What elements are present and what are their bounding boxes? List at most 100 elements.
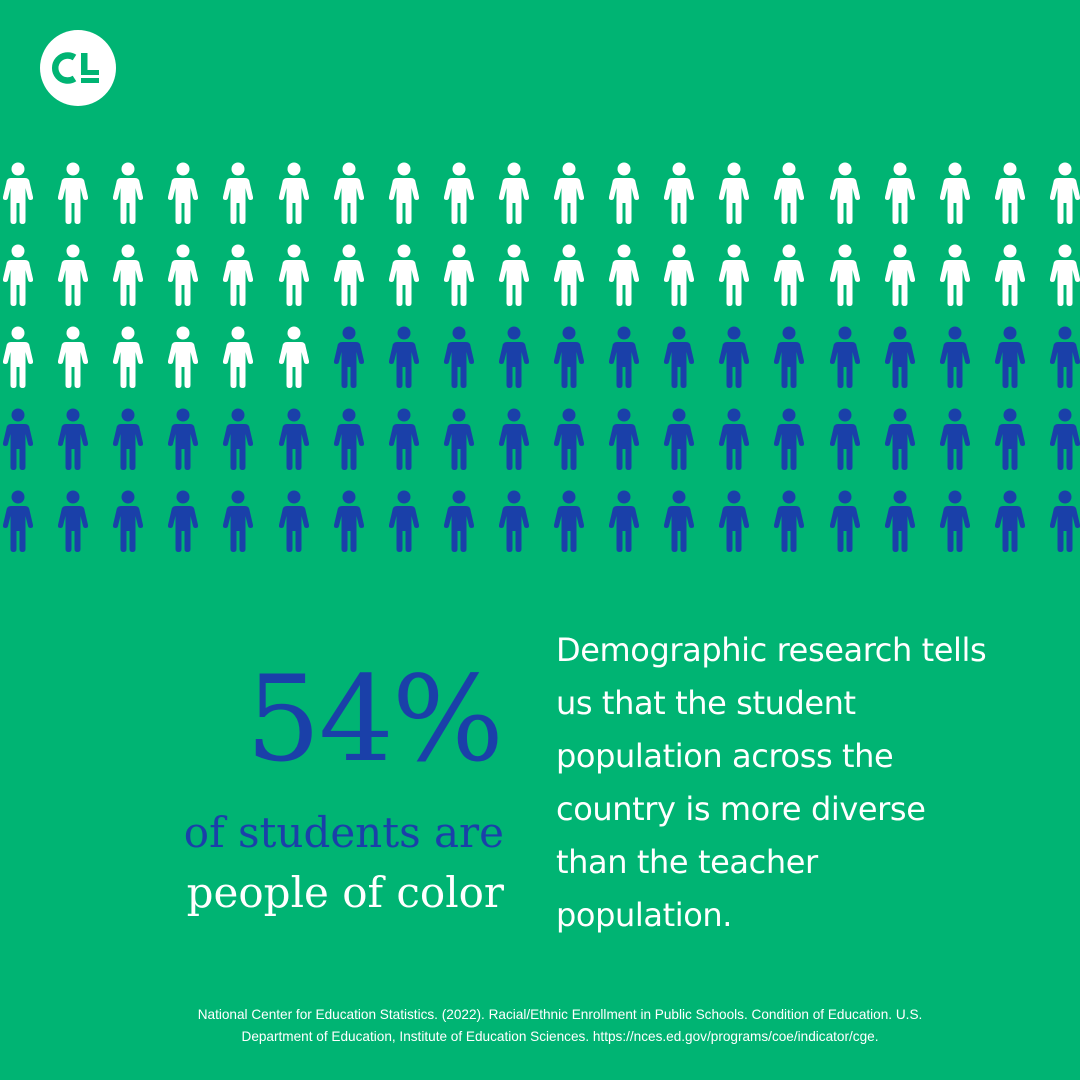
person-icon: [774, 490, 805, 552]
person-icon: [58, 408, 89, 470]
person-icon: [3, 326, 33, 388]
person-icon: [223, 244, 254, 306]
person-icon: [774, 326, 805, 388]
person-icon: [994, 408, 1025, 470]
person-icon: [388, 326, 419, 388]
pictograph-grid: [3, 162, 1080, 552]
person-icon: [3, 162, 33, 224]
stat-caption-line-2: people of color: [186, 868, 504, 917]
person-icon: [719, 162, 750, 224]
person-icon: [443, 490, 474, 552]
logo[interactable]: [40, 30, 116, 106]
citation-line: Department of Education, Institute of Ed…: [241, 1029, 879, 1044]
person-icon: [939, 490, 970, 552]
person-icon: [3, 408, 33, 470]
source-citation: National Center for Education Statistics…: [90, 1004, 1030, 1048]
person-icon: [443, 244, 474, 306]
person-icon: [994, 490, 1025, 552]
person-icon: [223, 408, 254, 470]
person-icon: [939, 408, 970, 470]
person-icon: [388, 490, 419, 552]
person-icon: [168, 244, 199, 306]
person-icon: [58, 490, 89, 552]
person-icon: [443, 162, 474, 224]
stat-caption-line-1: of students are: [183, 808, 504, 857]
person-icon: [554, 490, 584, 552]
description-line: population across the: [556, 737, 894, 775]
person-icon: [1049, 244, 1080, 306]
description-line: us that the student: [556, 684, 856, 722]
person-icon: [168, 326, 199, 388]
person-icon: [498, 326, 529, 388]
person-icon: [278, 326, 309, 388]
person-icon: [609, 490, 640, 552]
person-icon: [829, 326, 860, 388]
person-icon: [994, 326, 1025, 388]
citation-line: National Center for Education Statistics…: [197, 1007, 923, 1022]
person-icon: [994, 244, 1025, 306]
person-icon: [443, 408, 474, 470]
person-icon: [554, 244, 584, 306]
person-icon: [719, 244, 750, 306]
person-icon: [333, 244, 364, 306]
person-icon: [1049, 326, 1080, 388]
person-icon: [719, 408, 750, 470]
person-icon: [168, 490, 199, 552]
person-icon: [609, 408, 640, 470]
person-icon: [609, 162, 640, 224]
person-icon: [664, 244, 695, 306]
person-icon: [443, 326, 474, 388]
description-line: country is more diverse: [556, 790, 926, 828]
person-icon: [774, 162, 805, 224]
person-icon: [994, 162, 1025, 224]
person-icon: [498, 490, 529, 552]
person-icon: [333, 326, 364, 388]
person-icon: [774, 408, 805, 470]
person-icon: [554, 326, 584, 388]
person-icon: [939, 244, 970, 306]
person-icon: [278, 244, 309, 306]
person-icon: [664, 162, 695, 224]
percentage-stat: 54%: [245, 650, 504, 788]
person-icon: [3, 244, 33, 306]
person-icon: [113, 490, 144, 552]
person-icon: [554, 408, 584, 470]
person-icon: [58, 244, 89, 306]
person-icon: [113, 244, 144, 306]
person-icon: [113, 162, 144, 224]
person-icon: [1049, 408, 1080, 470]
person-icon: [278, 162, 309, 224]
person-icon: [223, 162, 254, 224]
person-icon: [554, 162, 584, 224]
person-icon: [168, 162, 199, 224]
person-icon: [58, 326, 89, 388]
person-icon: [498, 244, 529, 306]
person-icon: [664, 408, 695, 470]
person-icon: [884, 244, 915, 306]
person-icon: [223, 326, 254, 388]
person-icon: [884, 326, 915, 388]
person-icon: [664, 326, 695, 388]
description-line: Demographic research tells: [556, 631, 987, 669]
description-paragraph: Demographic research tells us that the s…: [556, 624, 1026, 942]
person-icon: [1049, 490, 1080, 552]
person-icon: [884, 408, 915, 470]
person-icon: [719, 326, 750, 388]
person-icon: [829, 244, 860, 306]
person-icon: [498, 162, 529, 224]
description-line: population.: [556, 896, 733, 934]
person-icon: [168, 408, 199, 470]
person-icon: [113, 326, 144, 388]
person-icon: [388, 162, 419, 224]
person-icon: [498, 408, 529, 470]
person-icon: [223, 490, 254, 552]
person-icon: [829, 490, 860, 552]
person-icon: [774, 244, 805, 306]
person-icon: [333, 408, 364, 470]
person-icon: [388, 244, 419, 306]
person-icon: [609, 326, 640, 388]
cl-logo-icon: [52, 52, 99, 84]
person-icon: [333, 490, 364, 552]
person-icon: [664, 490, 695, 552]
